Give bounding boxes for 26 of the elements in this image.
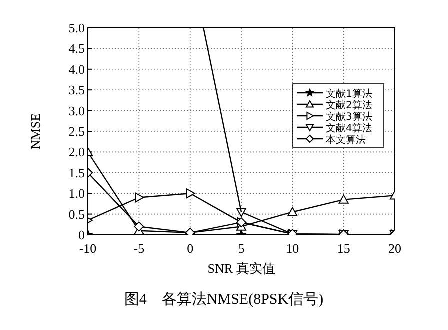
y-tick-label: 2.0 [68, 144, 85, 160]
y-tick-label: 5.0 [68, 20, 85, 36]
legend-label: 本文算法 [326, 134, 366, 146]
y-tick-label: 4.5 [68, 41, 85, 56]
x-tick-label: 0 [187, 241, 194, 256]
y-axis-title: NMSE [28, 113, 43, 150]
y-tick-label: 1.0 [68, 186, 85, 202]
y-tick-label: 0 [78, 228, 85, 242]
y-tick-label: 1.5 [68, 165, 85, 180]
legend-label: 文献3算法 [326, 111, 372, 123]
y-tick-label: 3.5 [68, 82, 85, 98]
x-tick-label: 10 [286, 241, 300, 256]
legend-label: 文献4算法 [326, 122, 372, 134]
y-tick-label: 2.5 [68, 124, 85, 139]
x-tick-label: -5 [134, 241, 145, 256]
x-tick-label: 15 [337, 241, 350, 256]
x-tick-label: 20 [388, 241, 402, 256]
y-tick-label: 3.0 [68, 103, 85, 118]
x-tick-label: 5 [238, 241, 245, 256]
legend-label: 文献2算法 [326, 100, 372, 112]
y-tick-label: 0.5 [68, 206, 85, 222]
legend-label: 文献1算法 [326, 88, 372, 100]
x-tick-label: -10 [79, 241, 97, 256]
y-tick-label: 4.0 [68, 62, 85, 77]
caption: 图4 各算法NMSE(8PSK信号) [124, 291, 324, 308]
x-axis-title: SNR 真实值 [208, 261, 276, 276]
